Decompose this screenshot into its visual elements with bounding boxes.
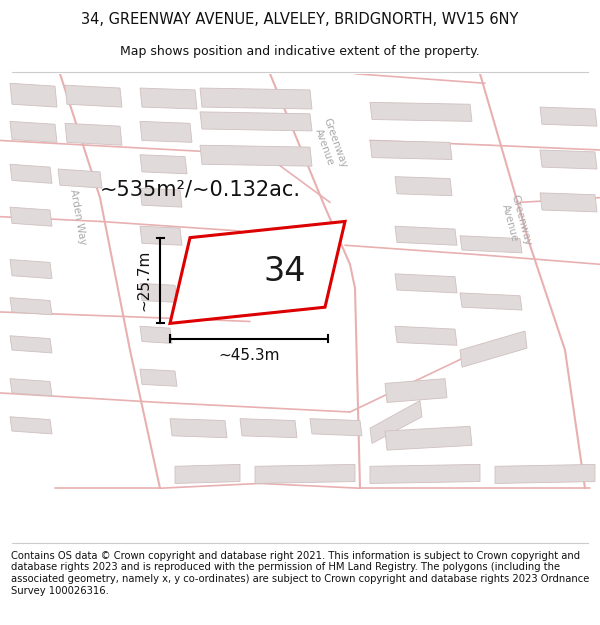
Polygon shape [395, 177, 452, 196]
Polygon shape [370, 102, 472, 121]
Polygon shape [140, 88, 197, 109]
Polygon shape [65, 123, 122, 145]
Polygon shape [140, 188, 182, 207]
Polygon shape [10, 207, 52, 226]
Polygon shape [540, 107, 597, 126]
Polygon shape [10, 298, 52, 315]
Text: 34, GREENWAY AVENUE, ALVELEY, BRIDGNORTH, WV15 6NY: 34, GREENWAY AVENUE, ALVELEY, BRIDGNORTH… [82, 12, 518, 28]
Polygon shape [10, 336, 52, 353]
Polygon shape [395, 326, 457, 345]
Text: Map shows position and indicative extent of the property.: Map shows position and indicative extent… [120, 45, 480, 58]
Text: Arden Way: Arden Way [68, 188, 88, 245]
Polygon shape [200, 112, 312, 131]
Polygon shape [10, 83, 57, 107]
Polygon shape [170, 221, 345, 323]
Polygon shape [140, 121, 192, 142]
Text: Greenway
Avenue: Greenway Avenue [498, 193, 532, 249]
Polygon shape [10, 379, 52, 396]
Polygon shape [10, 164, 52, 183]
Polygon shape [370, 464, 480, 484]
Polygon shape [370, 141, 452, 159]
Text: ~535m²/~0.132ac.: ~535m²/~0.132ac. [100, 180, 301, 200]
Polygon shape [10, 259, 52, 279]
Polygon shape [65, 85, 122, 107]
Polygon shape [58, 169, 102, 188]
Polygon shape [395, 274, 457, 293]
Polygon shape [460, 236, 522, 253]
Polygon shape [240, 419, 297, 437]
Polygon shape [460, 293, 522, 310]
Polygon shape [10, 121, 57, 142]
Polygon shape [310, 419, 362, 436]
Polygon shape [140, 155, 187, 174]
Polygon shape [540, 150, 597, 169]
Text: ~45.3m: ~45.3m [218, 348, 280, 363]
Polygon shape [395, 226, 457, 245]
Polygon shape [170, 419, 227, 437]
Polygon shape [385, 426, 472, 450]
Text: Greenway
Avenue: Greenway Avenue [311, 117, 349, 174]
Polygon shape [255, 464, 355, 484]
Polygon shape [140, 369, 177, 386]
Polygon shape [540, 193, 597, 212]
Polygon shape [385, 379, 447, 402]
Text: Contains OS data © Crown copyright and database right 2021. This information is : Contains OS data © Crown copyright and d… [11, 551, 589, 596]
Polygon shape [140, 283, 177, 302]
Polygon shape [200, 145, 312, 166]
Polygon shape [460, 331, 527, 367]
Polygon shape [140, 226, 182, 245]
Polygon shape [370, 401, 422, 444]
Polygon shape [175, 464, 240, 484]
Polygon shape [10, 417, 52, 434]
Text: 34: 34 [264, 256, 306, 288]
Polygon shape [200, 88, 312, 109]
Text: ~25.7m: ~25.7m [137, 250, 151, 311]
Polygon shape [140, 326, 172, 343]
Polygon shape [495, 464, 595, 484]
